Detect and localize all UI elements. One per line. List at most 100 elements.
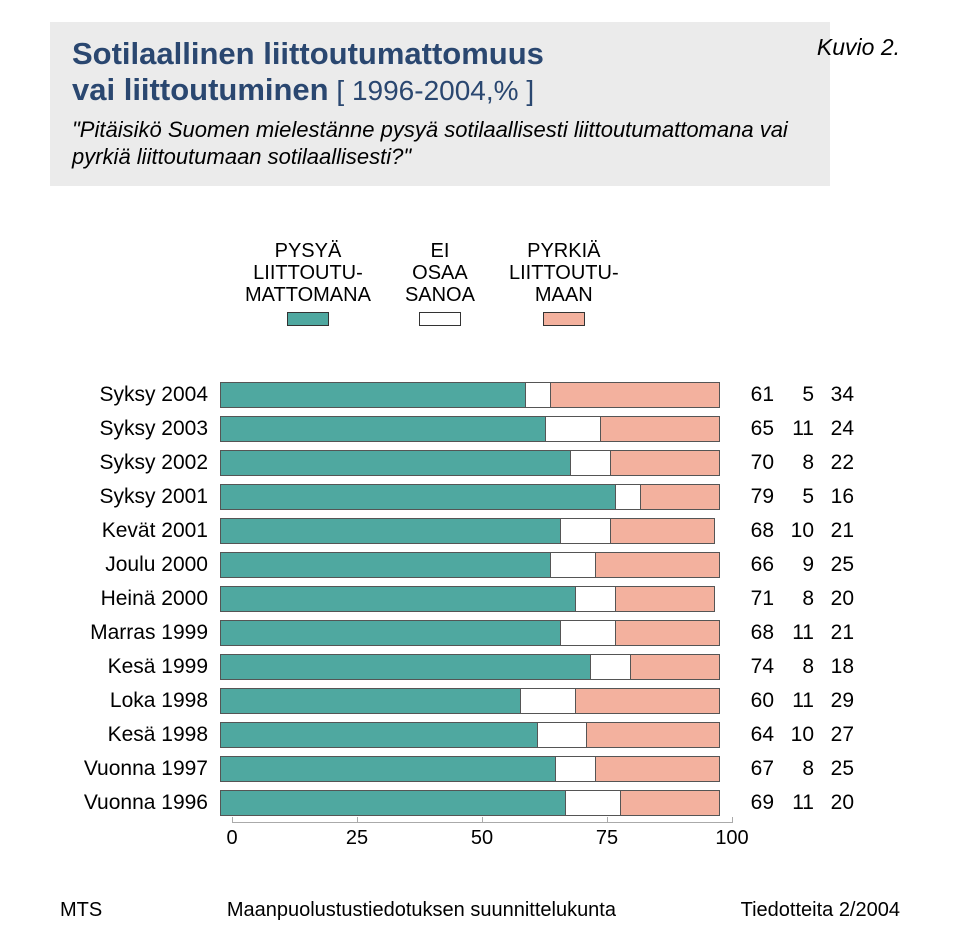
- row-value: 70: [734, 451, 774, 475]
- footer-left: MTS: [60, 899, 102, 922]
- row-values: 681121: [720, 621, 854, 645]
- row-value: 74: [734, 655, 774, 679]
- row-value: 65: [734, 417, 774, 441]
- legend-swatch: [543, 312, 585, 326]
- title-line-2: vai liittoutuminen [ 1996-2004,% ]: [72, 72, 808, 108]
- bar-segment: [615, 620, 720, 646]
- chart-row: Joulu 2000 66925: [50, 550, 910, 580]
- bar-segment: [586, 722, 720, 748]
- row-value: 71: [734, 587, 774, 611]
- row-values: 74818: [720, 655, 854, 679]
- row-value: 8: [774, 587, 814, 611]
- bar-segment: [220, 756, 555, 782]
- axis-tick: [607, 817, 608, 823]
- axis-tick: [482, 817, 483, 823]
- bar-segment: [220, 654, 590, 680]
- row-value: 67: [734, 757, 774, 781]
- axis-tick-label: 25: [346, 827, 368, 850]
- chart-row: Syksy 2003651124: [50, 414, 910, 444]
- bar-track: [220, 586, 720, 612]
- bar-segment: [610, 450, 720, 476]
- row-value: 29: [814, 689, 854, 713]
- bar-segment: [220, 552, 550, 578]
- row-values: 66925: [720, 553, 854, 577]
- title-line-1: Sotilaallinen liittoutumattomuus: [72, 36, 808, 72]
- row-value: 69: [734, 791, 774, 815]
- row-label: Loka 1998: [50, 689, 220, 713]
- axis-tick-label: 50: [471, 827, 493, 850]
- bar-segment: [560, 518, 610, 544]
- bar-segment: [560, 620, 615, 646]
- title-bold: vai liittoutuminen: [72, 72, 329, 107]
- axis-tick: [232, 817, 233, 823]
- legend-label: EI OSAA SANOA: [405, 240, 475, 306]
- axis-tick-label: 100: [715, 827, 748, 850]
- row-label: Marras 1999: [50, 621, 220, 645]
- row-value: 8: [774, 757, 814, 781]
- bar-segment: [590, 654, 630, 680]
- bar-segment: [615, 586, 715, 612]
- row-values: 651124: [720, 417, 854, 441]
- bar-track: [220, 450, 720, 476]
- axis-tick: [357, 817, 358, 823]
- legend-swatch: [419, 312, 461, 326]
- bar-track: [220, 484, 720, 510]
- chart-area: Syksy 200461534Syksy 2003651124Syksy 200…: [50, 380, 910, 852]
- bar-segment: [220, 484, 615, 510]
- chart-rows: Syksy 200461534Syksy 2003651124Syksy 200…: [50, 380, 910, 818]
- bar-segment: [630, 654, 720, 680]
- chart-row: Marras 1999 681121: [50, 618, 910, 648]
- row-value: 10: [774, 723, 814, 747]
- bar-segment: [525, 382, 550, 408]
- bar-track: [220, 722, 720, 748]
- chart-row: Syksy 200270822: [50, 448, 910, 478]
- bar-segment: [220, 620, 560, 646]
- bar-segment: [600, 416, 720, 442]
- chart-row: Kevät 2001 681021: [50, 516, 910, 546]
- row-values: 70822: [720, 451, 854, 475]
- bar-track: [220, 416, 720, 442]
- chart-row: Heinä 200071820: [50, 584, 910, 614]
- row-value: 61: [734, 383, 774, 407]
- row-value: 68: [734, 621, 774, 645]
- bar-track: [220, 688, 720, 714]
- bar-segment: [545, 416, 600, 442]
- x-axis: 0255075100: [232, 822, 732, 852]
- row-value: 24: [814, 417, 854, 441]
- row-label: Syksy 2004: [50, 383, 220, 407]
- row-label: Vuonna 1996: [50, 791, 220, 815]
- title-suffix: [ 1996-2004,% ]: [329, 75, 534, 106]
- row-label: Kevät 2001: [50, 519, 220, 543]
- bar-segment: [220, 416, 545, 442]
- bar-segment: [550, 382, 720, 408]
- row-value: 25: [814, 757, 854, 781]
- row-values: 601129: [720, 689, 854, 713]
- bar-segment: [595, 756, 720, 782]
- row-value: 8: [774, 451, 814, 475]
- row-value: 22: [814, 451, 854, 475]
- row-value: 5: [774, 383, 814, 407]
- legend-label: PYSYÄ LIITTOUTU- MATTOMANA: [245, 240, 371, 306]
- row-value: 18: [814, 655, 854, 679]
- bar-segment: [595, 552, 720, 578]
- row-label: Joulu 2000: [50, 553, 220, 577]
- bar-segment: [220, 586, 575, 612]
- row-label: Syksy 2001: [50, 485, 220, 509]
- row-values: 67825: [720, 757, 854, 781]
- bar-track: [220, 790, 720, 816]
- legend-item: EI OSAA SANOA: [405, 240, 475, 326]
- row-value: 21: [814, 519, 854, 543]
- chart-row: Vuonna 199767825: [50, 754, 910, 784]
- footer-right: Tiedotteita 2/2004: [741, 899, 900, 922]
- bar-segment: [220, 450, 570, 476]
- figure-label: Kuvio 2.: [817, 34, 900, 61]
- bar-segment: [575, 586, 615, 612]
- row-values: 681021: [720, 519, 854, 543]
- row-value: 5: [774, 485, 814, 509]
- legend-item: PYRKIÄ LIITTOUTU- MAAN: [509, 240, 619, 326]
- bar-segment: [565, 790, 620, 816]
- bar-segment: [220, 790, 565, 816]
- row-value: 11: [774, 621, 814, 645]
- row-value: 20: [814, 587, 854, 611]
- legend-label: PYRKIÄ LIITTOUTU- MAAN: [509, 240, 619, 306]
